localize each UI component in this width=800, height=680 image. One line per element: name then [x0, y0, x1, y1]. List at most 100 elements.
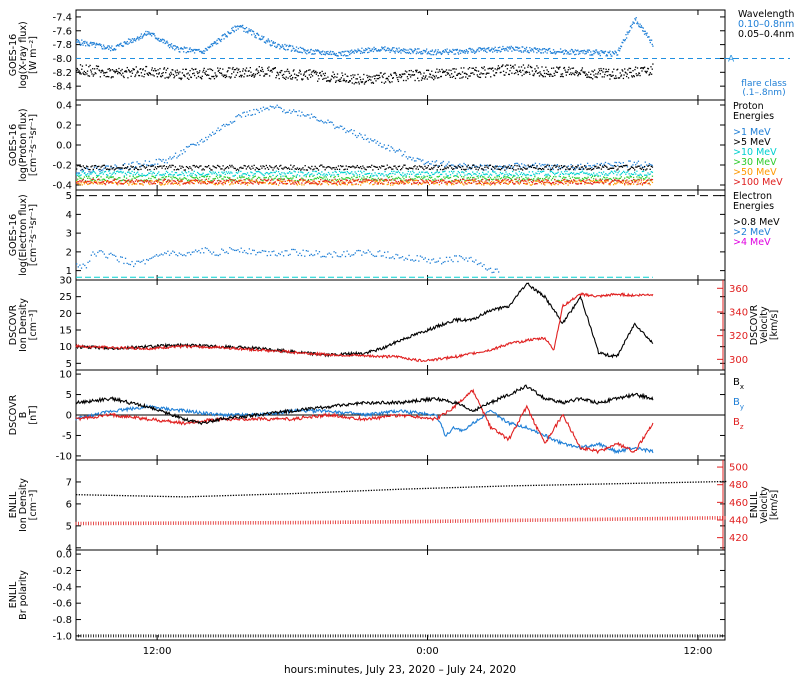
data-point — [568, 180, 570, 182]
data-point — [154, 163, 156, 165]
data-point — [615, 51, 617, 53]
data-point — [651, 43, 653, 46]
y-axis-label-line: log(Proton flux) — [18, 108, 29, 181]
data-point — [123, 176, 126, 178]
data-point — [238, 75, 241, 78]
data-point — [510, 45, 512, 48]
data-point — [102, 44, 105, 46]
data-point — [89, 171, 92, 173]
data-point — [181, 180, 183, 183]
data-point — [571, 49, 573, 51]
data-point — [421, 166, 423, 168]
data-point — [223, 38, 225, 40]
data-point — [534, 47, 536, 49]
data-point — [318, 176, 321, 178]
data-point — [618, 179, 620, 181]
data-point — [373, 46, 375, 49]
data-point — [355, 183, 357, 185]
data-point — [486, 164, 488, 166]
data-point — [218, 39, 221, 41]
data-point — [417, 180, 419, 182]
data-point — [115, 182, 118, 184]
data-point — [468, 167, 471, 169]
data-point — [581, 177, 584, 180]
data-point — [427, 178, 429, 180]
data-point — [76, 39, 78, 41]
data-point — [567, 180, 569, 183]
data-point — [529, 184, 532, 186]
data-point — [354, 183, 356, 186]
data-point — [272, 42, 274, 44]
data-point — [374, 75, 377, 77]
data-point — [472, 178, 474, 181]
data-point — [211, 182, 213, 184]
data-point — [343, 181, 345, 184]
data-point — [517, 180, 519, 182]
data-point — [87, 183, 89, 186]
data-point — [230, 32, 232, 34]
data-point — [497, 178, 499, 180]
data-point — [584, 165, 586, 168]
data-point — [266, 39, 268, 42]
data-point — [216, 39, 218, 42]
data-point — [560, 73, 562, 75]
data-point — [325, 176, 327, 178]
data-point — [413, 74, 416, 76]
data-point — [261, 68, 264, 71]
data-point — [354, 81, 357, 84]
data-point — [149, 72, 152, 75]
data-point — [599, 179, 601, 181]
data-point — [142, 174, 144, 177]
data-point — [479, 180, 482, 182]
data-point — [307, 166, 310, 168]
data-point — [559, 51, 561, 53]
data-point — [398, 172, 401, 174]
data-point — [407, 158, 409, 160]
data-point — [231, 179, 233, 181]
data-point — [175, 182, 178, 184]
data-point — [579, 52, 581, 55]
data-point — [440, 178, 443, 180]
data-point — [99, 168, 101, 171]
data-point — [561, 172, 564, 175]
data-point — [488, 46, 490, 49]
data-point — [200, 78, 203, 80]
data-point — [397, 165, 400, 168]
data-point — [247, 165, 250, 167]
data-point — [372, 82, 375, 84]
data-point — [109, 46, 111, 49]
data-point — [239, 180, 241, 182]
data-point — [461, 50, 464, 52]
data-point — [555, 172, 557, 175]
data-point — [270, 69, 273, 72]
data-point — [77, 165, 79, 167]
data-point — [400, 52, 402, 54]
data-point — [635, 164, 637, 166]
data-point — [407, 170, 410, 173]
data-point — [543, 164, 545, 166]
data-point — [172, 47, 174, 50]
data-point — [286, 177, 289, 179]
data-point — [134, 74, 137, 76]
data-point — [297, 180, 300, 182]
data-point — [383, 183, 385, 185]
data-point — [560, 181, 563, 183]
data-point — [538, 181, 540, 184]
data-point — [619, 180, 621, 183]
data-point — [306, 181, 309, 183]
data-point — [495, 72, 498, 74]
data-point — [186, 175, 189, 177]
data-point — [540, 171, 543, 173]
data-point — [396, 182, 398, 184]
data-point — [233, 175, 235, 177]
data-point — [496, 51, 498, 53]
data-point — [361, 177, 363, 179]
data-point — [486, 72, 489, 74]
data-point — [179, 77, 182, 79]
data-point — [446, 176, 448, 178]
data-point — [180, 179, 182, 181]
data-point — [320, 74, 322, 76]
data-point — [315, 170, 317, 173]
data-point — [132, 165, 134, 168]
data-point — [575, 167, 578, 169]
